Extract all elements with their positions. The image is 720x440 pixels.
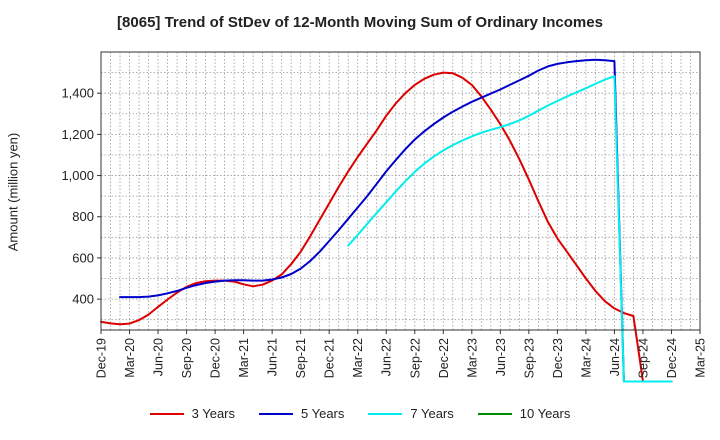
x-tick-label: Jun-23: [494, 338, 508, 376]
y-tick-label: 800: [72, 209, 94, 224]
series-line-3-years: [100, 71, 673, 383]
x-tick-label: Dec-19: [95, 338, 109, 378]
x-tick-label: Sep-22: [408, 338, 422, 378]
y-tick-label: 400: [72, 292, 94, 307]
legend-swatch-7-years: [368, 412, 403, 415]
series-line-5-years: [119, 58, 673, 383]
legend-item-5-years: 5 Years: [259, 406, 344, 421]
legend-label-7-years: 7 Years: [410, 406, 454, 421]
y-tick-label: 1,000: [61, 168, 94, 183]
legend-label-10-years: 10 Years: [519, 406, 571, 421]
x-tick-label: Jun-21: [266, 338, 280, 376]
tick-layer: 400 600 800 1,000 1,200 1,400 Dec-19 Mar-20 Jun-…: [61, 86, 707, 379]
plot-area: [101, 52, 700, 330]
series-line-7-years: [347, 75, 673, 383]
x-tick-label: Mar-24: [579, 338, 593, 378]
grid-layer: [101, 52, 700, 330]
x-tick-label: Sep-21: [294, 338, 308, 378]
legend: 3 Years 5 Years 7 Years 10 Years: [0, 406, 720, 421]
x-tick-label: Dec-24: [665, 338, 679, 378]
legend-label-3-years: 3 Years: [191, 406, 235, 421]
x-tick-label: Jun-20: [152, 338, 166, 376]
legend-item-3-years: 3 Years: [149, 406, 235, 421]
x-tick-label: Mar-22: [351, 338, 365, 378]
legend-label-5-years: 5 Years: [301, 406, 345, 421]
y-tick-label: 600: [72, 250, 94, 265]
y-tick-label: 1,400: [61, 86, 94, 101]
x-tick-label: Sep-24: [636, 338, 650, 378]
x-tick-label: Sep-23: [522, 338, 536, 378]
x-tick-label: Dec-20: [209, 338, 223, 378]
x-tick-label: Dec-23: [551, 338, 565, 378]
x-tick-label: Dec-22: [437, 338, 451, 378]
x-tick-label: Dec-21: [323, 338, 337, 378]
x-tick-label: Mar-23: [465, 338, 479, 378]
legend-item-10-years: 10 Years: [477, 406, 571, 421]
x-tick-label: Jun-24: [608, 338, 622, 376]
legend-swatch-3-years: [149, 412, 184, 415]
x-tick-label: Mar-25: [694, 338, 708, 378]
legend-item-7-years: 7 Years: [368, 406, 454, 421]
plot-frame: [100, 51, 701, 331]
x-tick-label: Mar-21: [237, 338, 251, 378]
legend-swatch-5-years: [259, 412, 293, 415]
legend-swatch-10-years: [477, 412, 512, 415]
series-layer: [100, 58, 673, 383]
x-tick-label: Mar-20: [123, 338, 137, 378]
chart-title: [8065] Trend of StDev of 12-Month Moving…: [117, 14, 603, 31]
y-tick-label: 1,200: [61, 127, 94, 142]
x-tick-label: Jun-22: [380, 338, 394, 376]
x-tick-label: Sep-20: [180, 338, 194, 378]
